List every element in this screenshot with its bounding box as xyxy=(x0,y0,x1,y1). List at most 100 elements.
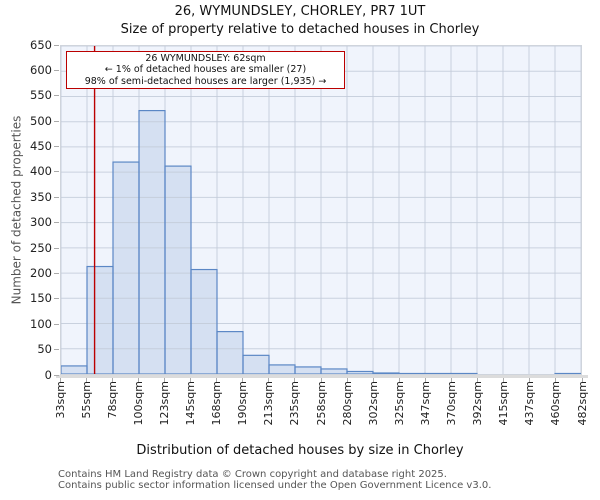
x-tick-mark xyxy=(268,378,270,382)
y-tick-mark xyxy=(54,44,59,46)
x-tick-mark xyxy=(216,378,218,382)
y-tick-mark xyxy=(54,171,59,173)
y-tick-mark xyxy=(54,323,59,325)
histogram-bar xyxy=(347,371,373,374)
plot-area xyxy=(60,45,582,375)
histogram-bar xyxy=(165,166,191,374)
y-tick-mark xyxy=(54,146,59,148)
histogram-bar-border xyxy=(372,372,400,374)
attribution-footer: Contains HM Land Registry data © Crown c… xyxy=(58,469,598,491)
x-tick-mark xyxy=(294,378,296,382)
x-tick-mark xyxy=(163,378,165,382)
x-tick-mark xyxy=(320,378,322,382)
x-tick-mark xyxy=(477,378,479,382)
x-tick-mark xyxy=(424,378,426,382)
histogram-bar xyxy=(321,368,347,374)
x-tick-mark xyxy=(59,378,61,382)
histogram-canvas xyxy=(61,46,581,374)
x-tick-label: 392sqm xyxy=(471,381,485,426)
histogram-bar xyxy=(113,162,139,374)
histogram-bar xyxy=(139,110,165,374)
x-tick-label: 302sqm xyxy=(366,381,380,426)
y-tick-mark xyxy=(54,272,59,274)
x-tick-label: 190sqm xyxy=(236,381,250,426)
x-tick-label: 145sqm xyxy=(184,381,197,426)
y-tick-mark xyxy=(54,222,59,224)
x-tick-label: 123sqm xyxy=(157,381,171,426)
x-tick-mark xyxy=(529,378,531,382)
x-tick-mark xyxy=(137,378,139,382)
y-tick-label: 200 xyxy=(30,265,52,280)
y-tick-label: 300 xyxy=(30,215,52,230)
x-tick-label: 55sqm xyxy=(79,381,93,419)
histogram-bar xyxy=(217,331,244,374)
histogram-bar-border xyxy=(554,372,581,374)
x-tick-mark xyxy=(581,378,583,382)
x-tick-label: 437sqm xyxy=(523,381,537,426)
x-tick-label: 482sqm xyxy=(575,381,589,426)
x-tick-label: 460sqm xyxy=(549,381,563,426)
x-tick-mark xyxy=(372,378,374,382)
y-tick-label: 550 xyxy=(30,88,52,103)
y-tick-mark xyxy=(54,374,59,376)
property-annotation-box: 26 WYMUNDSLEY: 62sqm ← 1% of detached ho… xyxy=(66,51,345,89)
x-tick-mark xyxy=(111,378,113,382)
chart-title: 26, WYMUNDSLEY, CHORLEY, PR7 1UT xyxy=(174,4,426,19)
y-tick-label: 250 xyxy=(30,240,52,255)
y-tick-mark xyxy=(54,69,59,71)
x-tick-label: 325sqm xyxy=(392,381,406,426)
y-tick-mark xyxy=(54,247,59,249)
y-tick-label: 450 xyxy=(30,139,52,154)
annotation-line-1: 26 WYMUNDSLEY: 62sqm xyxy=(145,52,266,64)
x-tick-mark xyxy=(555,378,557,382)
x-tick-label: 258sqm xyxy=(314,381,328,426)
x-tick-label: 213sqm xyxy=(262,381,276,426)
x-tick-label: 33sqm xyxy=(53,381,67,419)
y-tick-label: 150 xyxy=(30,291,52,306)
x-tick-label: 78sqm xyxy=(105,381,119,419)
histogram-bar-border xyxy=(450,372,478,374)
footer-line-1: Contains HM Land Registry data © Crown c… xyxy=(58,469,447,480)
annotation-line-2: ← 1% of detached houses are smaller (27) xyxy=(104,64,307,76)
x-tick-label: 370sqm xyxy=(445,381,458,426)
y-tick-mark xyxy=(54,120,59,122)
y-tick-label: 600 xyxy=(30,62,52,77)
histogram-bar-border xyxy=(190,268,218,374)
histogram-bar-border xyxy=(398,372,426,374)
x-tick-label: 347sqm xyxy=(418,381,432,426)
x-tick-mark xyxy=(242,378,244,382)
x-tick-mark xyxy=(503,378,505,382)
y-tick-label: 100 xyxy=(30,316,52,331)
x-tick-label: 235sqm xyxy=(288,381,302,426)
footer-line-2: Contains public sector information licen… xyxy=(58,480,492,491)
histogram-bar xyxy=(269,364,295,374)
y-tick-label: 500 xyxy=(30,113,52,128)
y-tick-mark xyxy=(54,298,59,300)
y-tick-label: 350 xyxy=(30,189,52,204)
x-tick-mark xyxy=(190,378,191,382)
histogram-bar-border xyxy=(424,372,452,374)
x-tick-label: 415sqm xyxy=(497,381,511,426)
y-tick-mark xyxy=(54,95,59,97)
y-tick-label: 650 xyxy=(30,37,52,52)
y-tick-label: 400 xyxy=(30,164,52,179)
histogram-bar xyxy=(61,365,87,374)
histogram-bar-border xyxy=(216,331,244,374)
x-tick-mark xyxy=(346,378,348,382)
histogram-bar xyxy=(243,355,269,374)
histogram-bar xyxy=(191,269,217,374)
x-tick-label: 100sqm xyxy=(131,381,145,426)
histogram-bar xyxy=(295,366,321,374)
histogram-bar xyxy=(87,266,113,374)
y-tick-mark xyxy=(54,196,59,198)
x-axis-title: Distribution of detached houses by size … xyxy=(136,443,464,458)
annotation-line-3: 98% of semi-detached houses are larger (… xyxy=(84,75,327,87)
chart-subtitle: Size of property relative to detached ho… xyxy=(120,22,480,37)
x-tick-mark xyxy=(85,378,87,382)
x-axis-spine xyxy=(56,375,588,378)
x-tick-label: 280sqm xyxy=(340,381,354,426)
y-tick-label: 50 xyxy=(37,342,52,357)
x-tick-mark xyxy=(398,378,400,382)
x-tick-label: 168sqm xyxy=(210,381,224,426)
y-tick-label: 0 xyxy=(44,367,52,382)
